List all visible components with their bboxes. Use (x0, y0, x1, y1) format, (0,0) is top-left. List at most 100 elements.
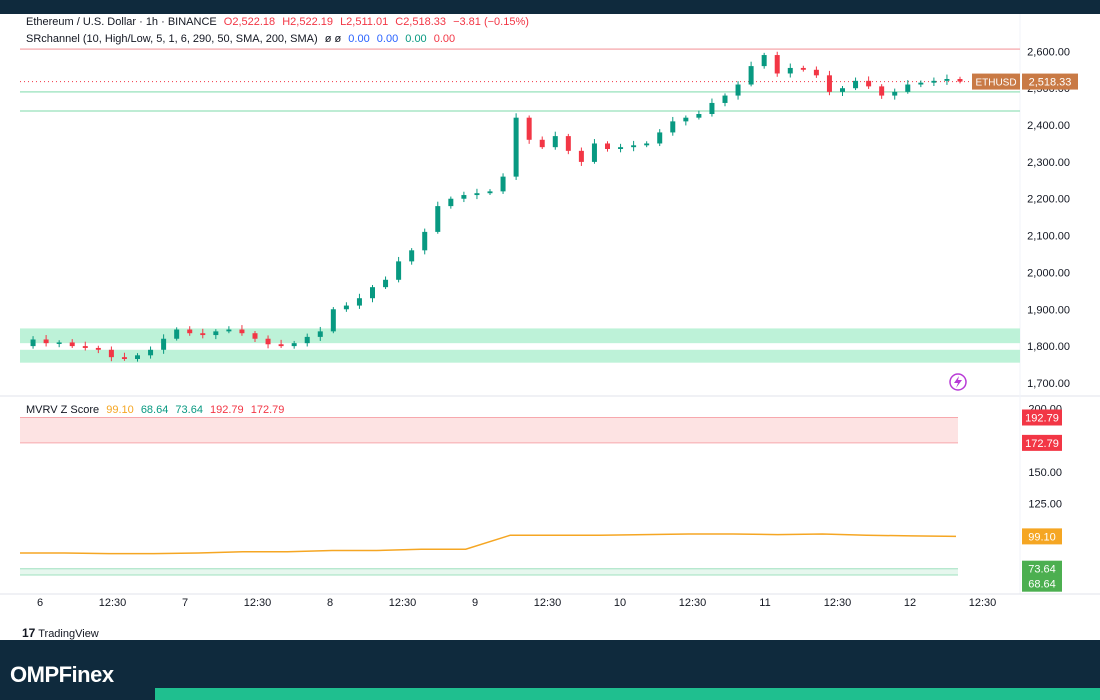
candle-body (69, 342, 75, 347)
chart-area: 2,600.002,500.002,400.002,300.002,200.00… (0, 14, 1100, 640)
last-price-tag (1022, 73, 1078, 90)
low-value: L2,511.01 (340, 16, 389, 28)
time-tick-label: 12 (904, 597, 916, 609)
price-tick-label: 2,400.00 (1027, 120, 1070, 132)
candle-body (696, 114, 702, 118)
high-value: H2,522.19 (282, 16, 333, 28)
candle-body (879, 86, 885, 96)
candle-body (800, 67, 806, 70)
candle-body (82, 346, 88, 348)
price-tick-label: 2,000.00 (1027, 267, 1070, 279)
mvrv-v2: 68.64 (140, 404, 169, 416)
top-bar (0, 0, 1100, 14)
price-tick-label: 2,600.00 (1027, 46, 1070, 58)
candle-body (187, 329, 193, 334)
candle-body (435, 206, 441, 232)
mvrv-value-tag (1022, 528, 1062, 545)
candle-body (239, 329, 245, 334)
symbol-name: Ethereum / U.S. Dollar · 1h · BINANCE (26, 16, 217, 28)
candle-body (343, 305, 349, 310)
time-tick-label: 11 (759, 597, 770, 609)
open-value: O2,522.18 (223, 16, 276, 28)
mvrv-value-label: 99.10 (1028, 531, 1056, 543)
brand-bar (155, 688, 1100, 700)
price-chart[interactable]: 2,600.002,500.002,400.002,300.002,200.00… (0, 14, 1100, 640)
candle-body (461, 195, 467, 199)
price-tick-label: 1,700.00 (1027, 378, 1070, 390)
candle-body (670, 121, 676, 133)
candle-body (370, 287, 375, 299)
price-tick-label: 1,800.00 (1027, 341, 1070, 353)
time-tick-label: 8 (327, 597, 333, 609)
candle-body (487, 191, 493, 194)
mvrv-value-tag (1022, 560, 1062, 577)
candle-body (866, 80, 872, 87)
candle-body (565, 136, 571, 151)
tradingview-logo[interactable]: 17 TradingView (22, 626, 99, 640)
indicator-v2: 0.00 (376, 33, 399, 45)
candle-body (905, 84, 911, 92)
tradingview-label: TradingView (38, 628, 99, 640)
candle-body (513, 117, 519, 177)
indicator-flags: ø ø (324, 33, 342, 45)
brand-logo: OMPFinex (10, 662, 114, 687)
candle-body (409, 250, 415, 262)
indicator-header: SRchannel (10, High/Low, 5, 1, 6, 290, 5… (26, 33, 459, 45)
ticker-tag (972, 73, 1020, 90)
candle-body (787, 67, 793, 74)
candle-body (552, 136, 558, 148)
mvrv-band-resistance (20, 417, 958, 443)
candle-body (226, 329, 232, 332)
candle-body (108, 349, 114, 358)
candle-body (957, 79, 963, 82)
mvrv-name: MVRV Z Score (26, 404, 100, 416)
candle-body (56, 342, 62, 344)
change-value: −3.81 (−0.15%) (453, 16, 529, 28)
ticker-tag-label: ETHUSD (975, 78, 1016, 89)
candle-body (539, 139, 545, 148)
candle-body (383, 279, 389, 288)
mvrv-band-support (20, 568, 958, 576)
time-tick-label: 12:30 (244, 597, 272, 609)
indicator-v1: 0.00 (348, 33, 370, 45)
indicator-v4: 0.00 (433, 33, 456, 45)
candle-body (213, 331, 219, 336)
candle-body (448, 198, 454, 207)
mvrv-v3: 73.64 (175, 404, 203, 416)
mvrv-v1: 99.10 (106, 404, 134, 416)
time-tick-label: 6 (37, 597, 43, 609)
mvrv-value-label: 68.64 (1028, 579, 1056, 591)
candle-body (474, 193, 480, 196)
candle-body (748, 66, 754, 85)
price-tick-label: 1,900.00 (1027, 304, 1070, 316)
candle-body (605, 143, 610, 149)
candle-body (161, 338, 167, 350)
candle-body (735, 84, 741, 96)
last-price-label: 2,518.33 (1029, 77, 1072, 89)
candle-body (95, 347, 101, 350)
candle-body (304, 336, 310, 344)
candle-body (618, 147, 624, 149)
mvrv-v5: 172.79 (250, 404, 285, 416)
support-zone-0 (20, 328, 1020, 344)
lightning-bolt (954, 376, 962, 388)
mvrv-tick-label: 125.00 (1028, 499, 1062, 511)
time-tick-label: 12:30 (969, 597, 997, 609)
indicator-name: SRchannel (10, High/Low, 5, 1, 6, 290, 5… (26, 33, 318, 45)
time-tick-label: 12:30 (679, 597, 707, 609)
mvrv-series-line (20, 533, 957, 555)
candle-body (709, 102, 715, 114)
mvrv-tick-label: 150.00 (1028, 467, 1062, 479)
close-value: C2,518.33 (395, 16, 447, 28)
time-tick-label: 7 (182, 597, 188, 609)
footer: OMPFinex (0, 640, 1100, 700)
candle-body (43, 339, 49, 344)
candle-body (500, 176, 506, 192)
time-tick-label: 12:30 (99, 597, 127, 609)
candle-body (761, 55, 767, 67)
candle-body (278, 344, 284, 347)
candle-body (591, 143, 597, 162)
candle-body (200, 333, 206, 336)
mvrv-value-tag (1022, 575, 1062, 592)
candle-body (892, 91, 898, 96)
